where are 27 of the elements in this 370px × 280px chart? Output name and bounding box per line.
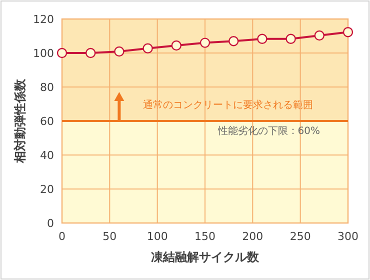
x-tick-label: 150 <box>194 230 216 243</box>
x-tick-label: 200 <box>242 230 264 243</box>
x-tick-label: 300 <box>338 230 358 243</box>
x-tick-label: 0 <box>58 230 66 243</box>
point <box>142 43 153 54</box>
y-tick-label: 60 <box>40 115 54 128</box>
point <box>56 48 68 58</box>
y-tick-label: 0 <box>47 217 54 230</box>
point <box>286 34 296 44</box>
point <box>200 38 210 48</box>
point <box>342 26 354 38</box>
point <box>228 36 239 46</box>
y-tick-label: 100 <box>33 47 54 60</box>
point <box>171 40 182 51</box>
y-tick-label: 80 <box>40 81 54 94</box>
y-axis-title: 相対動弾性係数 <box>13 78 27 164</box>
point <box>114 46 124 57</box>
x-tick-label: 250 <box>290 230 311 243</box>
x-tick-label: 50 <box>102 230 117 243</box>
point <box>257 34 268 44</box>
x-axis-title: 凍結融解サイクル数 <box>151 250 260 264</box>
point <box>86 48 96 58</box>
y-tick-label: 120 <box>33 13 54 26</box>
point <box>314 30 324 41</box>
x-tick-label: 100 <box>146 230 168 243</box>
y-tick-label: 40 <box>40 149 54 162</box>
y-tick-label: 20 <box>40 183 54 196</box>
